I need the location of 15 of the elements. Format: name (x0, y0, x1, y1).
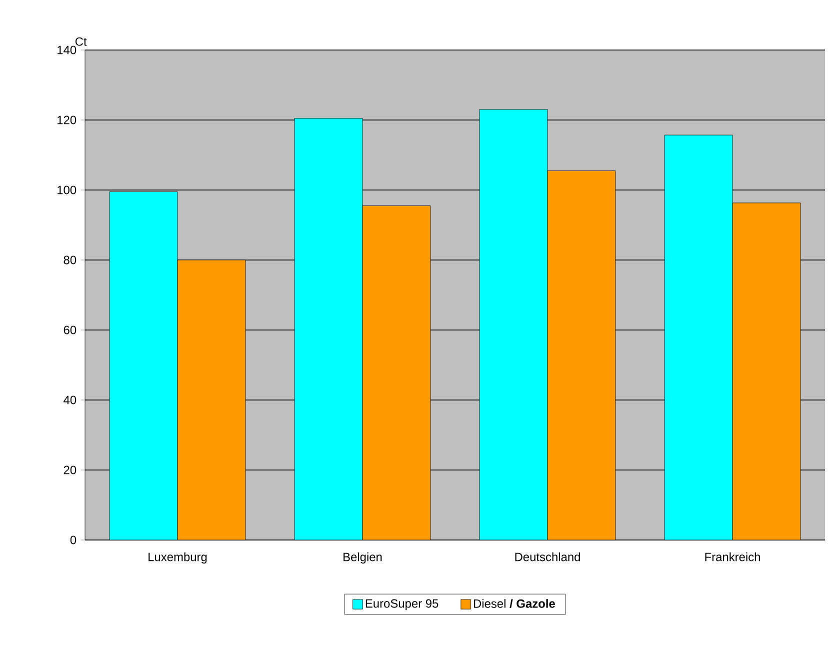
y-tick-label: 100 (58, 186, 76, 194)
x-tick-label: Luxemburg (148, 552, 207, 564)
y-tick-label: 0 (70, 536, 76, 544)
y-tick-label: 80 (64, 256, 76, 264)
y-tick-label: 20 (64, 466, 76, 474)
y-tick-label: 140 (58, 46, 76, 54)
x-tick-label: Belgien (344, 552, 382, 564)
x-tick-label: Deutschland (515, 552, 580, 562)
y-tick-label: 40 (64, 396, 76, 404)
y-tick-label: 60 (64, 326, 76, 334)
legend-label: Diesel / Gazole (474, 599, 555, 608)
x-tick-label: Frankreich (705, 552, 760, 562)
y-tick-label: 120 (58, 116, 76, 124)
y-axis-title: Ct (75, 37, 87, 46)
legend-label: EuroSuper 95 (366, 599, 438, 610)
